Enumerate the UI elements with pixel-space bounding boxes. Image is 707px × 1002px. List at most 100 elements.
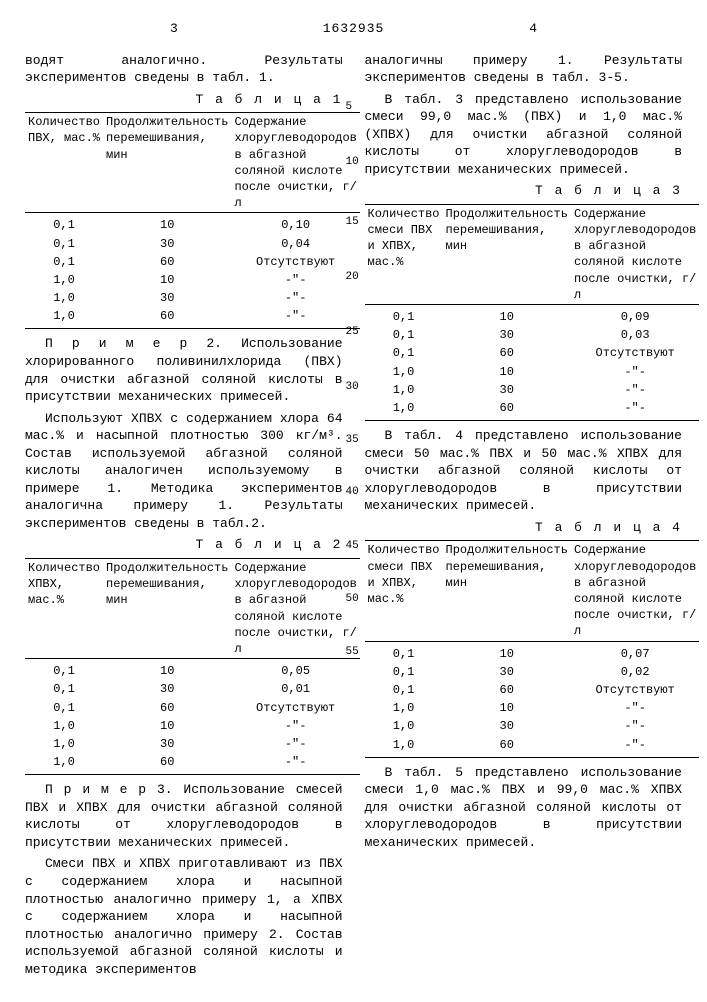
line-marker: 15	[346, 215, 359, 230]
table-cell: 1,0	[25, 735, 103, 753]
table-row: 1,030-"-	[365, 381, 700, 399]
line-marker: 30	[346, 380, 359, 395]
table-cell: 60	[103, 699, 231, 717]
table-cell: -"-	[231, 717, 359, 735]
table-cell: 1,0	[365, 363, 443, 381]
document-number: 1632935	[323, 20, 385, 38]
table1-label: Т а б л и ц а 1	[25, 91, 343, 109]
page-num-right: 4	[384, 20, 682, 44]
table-row: 0,1300,04	[25, 235, 360, 253]
table-cell: 0,07	[571, 641, 699, 663]
table-cell: 1,0	[365, 717, 443, 735]
table-3: Количество смеси ПВХ и ХПВХ, мас.% Продо…	[365, 204, 700, 421]
table-col-header: Продолжительность перемешивания, мин	[103, 113, 231, 213]
table-row: 0,1300,02	[365, 663, 700, 681]
table-cell: 60	[103, 253, 231, 271]
table-row: 1,010-"-	[365, 363, 700, 381]
table-header-row: Количество смеси ПВХ и ХПВХ, мас.% Продо…	[365, 204, 700, 304]
line-marker: 20	[346, 270, 359, 285]
page-wrapper: 3 1632935 4 510152025303540455055 водят …	[25, 20, 682, 982]
table-2: Количество ХПВХ, мас.% Продолжительность…	[25, 558, 360, 775]
table-header-row: Количество ХПВХ, мас.% Продолжительность…	[25, 559, 360, 659]
table-cell: 0,1	[365, 305, 443, 327]
table-cell: 10	[103, 659, 231, 681]
table-col-header: Количество смеси ПВХ и ХПВХ, мас.%	[365, 204, 443, 304]
table-row: 0,1300,03	[365, 326, 700, 344]
table-row: 1,010-"-	[365, 699, 700, 717]
table-cell: 1,0	[365, 381, 443, 399]
table-row: 0,160Отсутствуют	[365, 344, 700, 362]
table-cell: -"-	[571, 381, 699, 399]
table-cell: 10	[443, 699, 571, 717]
table-row: 1,060-"-	[365, 399, 700, 421]
table-row: 0,160Отсутствуют	[25, 253, 360, 271]
table-1: Количество ПВХ, мас.% Продолжительность …	[25, 112, 360, 329]
table-cell: 10	[443, 363, 571, 381]
table-col-header: Продолжительность перемешивания, мин	[443, 204, 571, 304]
table-row: 0,1100,10	[25, 213, 360, 235]
table-cell: 0,01	[231, 680, 359, 698]
table-cell: 0,1	[365, 663, 443, 681]
table-cell: 1,0	[25, 753, 103, 775]
table-row: 1,030-"-	[25, 735, 360, 753]
table-cell: -"-	[571, 717, 699, 735]
table-row: 0,1100,07	[365, 641, 700, 663]
page-num-left: 3	[25, 20, 323, 44]
table-cell: 60	[443, 681, 571, 699]
table-cell: 30	[443, 717, 571, 735]
table-cell: -"-	[571, 399, 699, 421]
table2-label: Т а б л и ц а 2	[25, 536, 343, 554]
left-p2: П р и м е р 2. Использование хлорированн…	[25, 335, 343, 405]
table-col-header: Продолжительность перемешивания, мин	[103, 559, 231, 659]
table-col-header: Количество ХПВХ, мас.%	[25, 559, 103, 659]
left-p4: П р и м е р 3. Использование смесей ПВХ …	[25, 781, 343, 851]
line-marker: 50	[346, 592, 359, 607]
table-row: 0,1100,09	[365, 305, 700, 327]
table-cell: 0,03	[571, 326, 699, 344]
table-cell: Отсутствуют	[571, 681, 699, 699]
line-marker: 5	[346, 100, 353, 115]
line-marker: 45	[346, 539, 359, 554]
table-cell: 0,1	[25, 213, 103, 235]
table-cell: 10	[103, 271, 231, 289]
table-cell: 1,0	[365, 399, 443, 421]
right-column: аналогичны примеру 1. Результаты экспери…	[365, 52, 683, 983]
table-cell: 0,1	[365, 641, 443, 663]
right-p1: аналогичны примеру 1. Результаты экспери…	[365, 52, 683, 87]
right-p2: В табл. 3 представлено использование сме…	[365, 91, 683, 179]
table-col-header: Содержание хлоруглеводородов в абгазной …	[571, 204, 699, 304]
left-p1: водят аналогично. Результаты эксперимент…	[25, 52, 343, 87]
table-cell: -"-	[231, 271, 359, 289]
table-cell: 60	[443, 736, 571, 758]
table-cell: 0,1	[365, 344, 443, 362]
table-cell: 30	[443, 326, 571, 344]
table-col-header: Содержание хлоруглеводородов в абгазной …	[571, 541, 699, 641]
right-p4: В табл. 5 представлено использование сме…	[365, 764, 683, 852]
table-cell: 0,04	[231, 235, 359, 253]
table-cell: 30	[103, 289, 231, 307]
table-row: 1,060-"-	[365, 736, 700, 758]
line-marker: 55	[346, 645, 359, 660]
page-number-row: 3 1632935 4	[25, 20, 682, 44]
table-cell: 0,09	[571, 305, 699, 327]
table-row: 0,160Отсутствуют	[365, 681, 700, 699]
table-row: 1,030-"-	[25, 289, 360, 307]
right-p3: В табл. 4 представлено использование сме…	[365, 427, 683, 515]
table-col-header: Содержание хлоруглеводородов в абгазной …	[231, 559, 359, 659]
table-header-row: Количество смеси ПВХ и ХПВХ, мас.% Продо…	[365, 541, 700, 641]
table-row: 0,1300,01	[25, 680, 360, 698]
line-marker: 25	[346, 325, 359, 340]
table4-label: Т а б л и ц а 4	[365, 519, 683, 537]
table-cell: Отсутствуют	[571, 344, 699, 362]
table-row: 0,160Отсутствуют	[25, 699, 360, 717]
table-col-header: Продолжительность перемешивания, мин	[443, 541, 571, 641]
table-cell: 1,0	[25, 271, 103, 289]
table-cell: Отсутствуют	[231, 699, 359, 717]
left-p3: Используют ХПВХ с содержанием хлора 64 м…	[25, 410, 343, 533]
table-cell: 1,0	[25, 717, 103, 735]
table-header-row: Количество ПВХ, мас.% Продолжительность …	[25, 113, 360, 213]
table-cell: 10	[443, 641, 571, 663]
table-cell: 60	[443, 344, 571, 362]
table-col-header: Количество ПВХ, мас.%	[25, 113, 103, 213]
table3-label: Т а б л и ц а 3	[365, 182, 683, 200]
